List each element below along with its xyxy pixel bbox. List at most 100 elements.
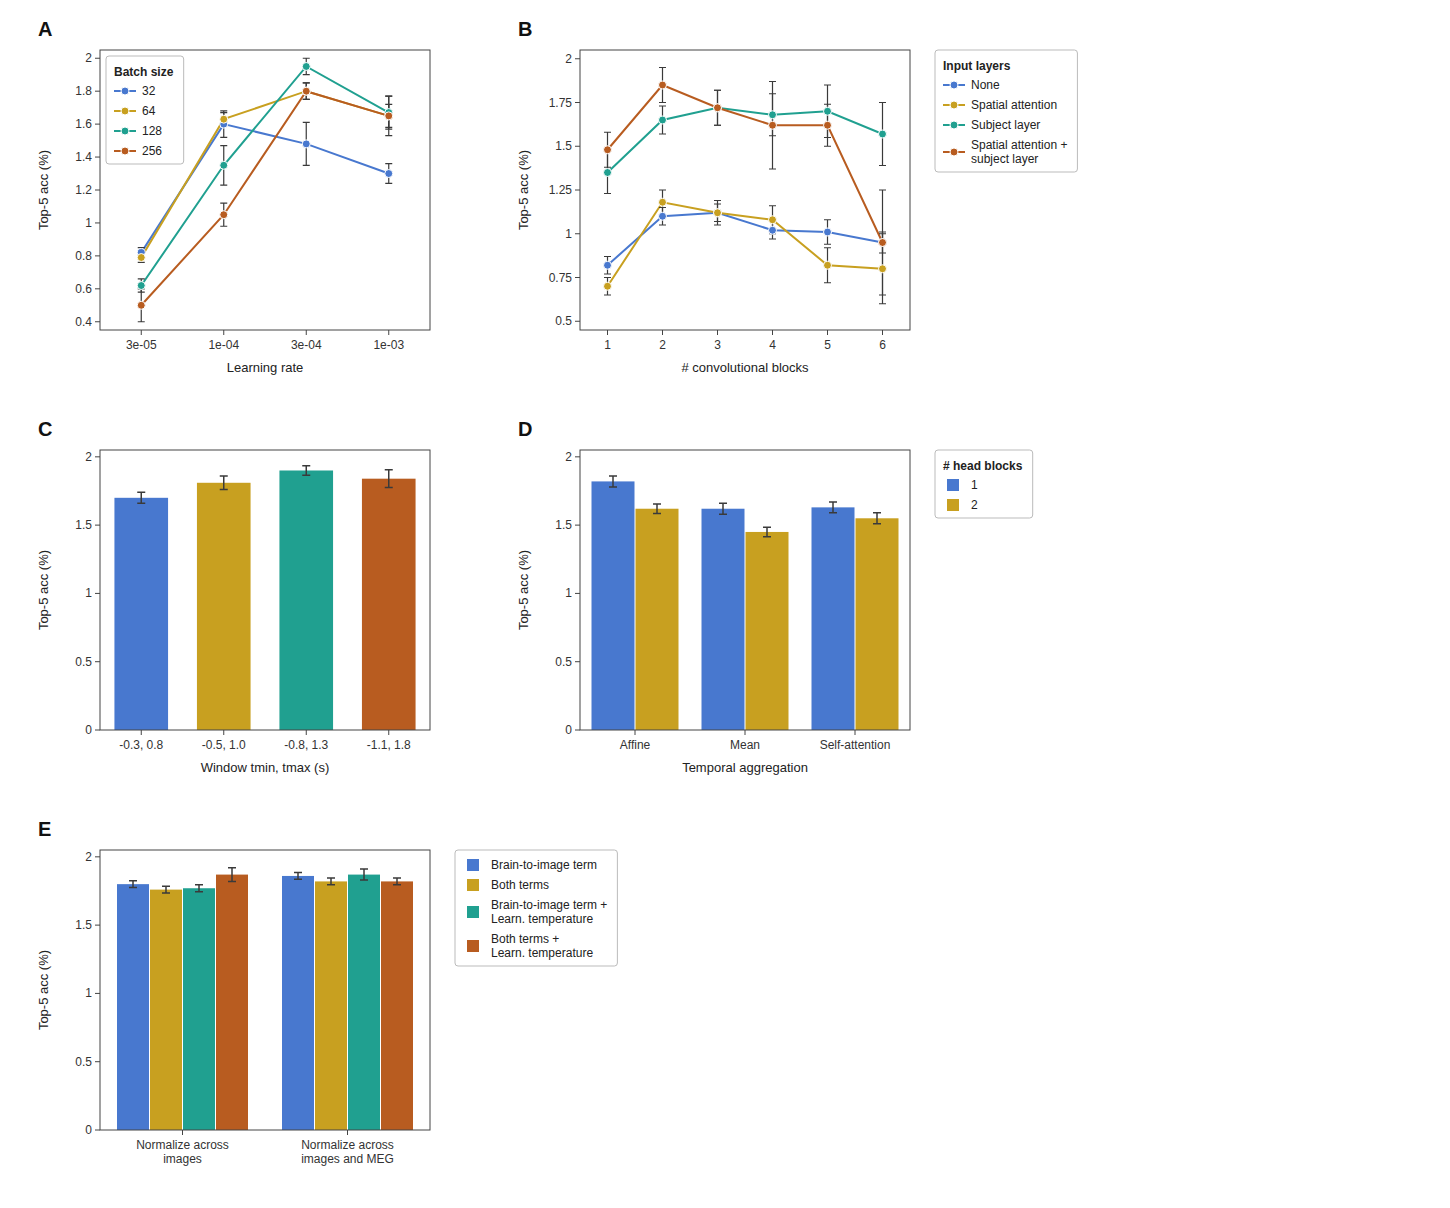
error-bar — [303, 83, 310, 99]
y-tick-label: 0.75 — [549, 271, 573, 285]
error-bar — [195, 885, 203, 892]
y-tick-label: 1 — [565, 227, 572, 241]
x-axis-label: Temporal aggregation — [682, 760, 808, 775]
legend-symbol — [950, 101, 958, 109]
text-line: 64 — [142, 104, 156, 118]
y-tick — [575, 146, 580, 147]
legend-label: Spatial attention — [971, 98, 1057, 112]
y-tick-label: 1.6 — [75, 117, 92, 131]
text-line: Self-attention — [820, 738, 891, 752]
y-tick-label: 2 — [85, 850, 92, 864]
legend-symbol — [467, 879, 479, 891]
y-tick — [95, 157, 100, 158]
y-tick-label: 0 — [565, 723, 572, 737]
x-tick — [827, 330, 828, 335]
bar — [592, 481, 635, 730]
y-tick — [95, 525, 100, 526]
plot-frame — [100, 450, 430, 730]
text-line: Learn. temperature — [491, 946, 593, 960]
y-tick — [95, 222, 100, 223]
error-bar — [220, 476, 228, 490]
panel-title: D — [518, 418, 532, 440]
y-tick — [95, 321, 100, 322]
legend-box — [455, 850, 617, 966]
error-bar — [879, 103, 886, 166]
x-tick-label: 4 — [769, 338, 776, 352]
x-tick — [141, 730, 142, 735]
text-line: 2 — [971, 498, 978, 512]
text-line: 1e-03 — [373, 338, 404, 352]
point — [769, 226, 777, 234]
legend-label: 128 — [142, 124, 162, 138]
legend-label: Both terms — [491, 878, 549, 892]
x-tick-label: Normalize acrossimages and MEG — [301, 1138, 394, 1166]
y-tick-label: 1.5 — [555, 518, 572, 532]
bar — [150, 890, 182, 1130]
error-bar — [385, 470, 393, 488]
legend-symbol — [950, 121, 958, 129]
point — [385, 170, 393, 178]
x-axis-label: # convolutional blocks — [681, 360, 809, 375]
bar — [812, 507, 855, 730]
error-bar — [609, 476, 617, 487]
legend-label: 64 — [142, 104, 156, 118]
error-bar — [604, 257, 611, 275]
bar — [856, 518, 899, 730]
error-bar — [220, 111, 227, 137]
legend-title: Batch size — [114, 65, 174, 79]
point — [714, 104, 722, 112]
error-bar — [714, 90, 721, 125]
legend: Input layersNoneSpatial attentionSubject… — [935, 50, 1077, 172]
legend-label: 2 — [971, 498, 978, 512]
y-tick-label: 2 — [565, 52, 572, 66]
y-tick — [95, 255, 100, 256]
plot-area — [604, 68, 887, 304]
bar — [279, 470, 333, 730]
point — [659, 212, 667, 220]
x-tick — [306, 730, 307, 735]
text-line: Spatial attention — [971, 98, 1057, 112]
point — [220, 211, 228, 219]
y-tick-label: 0.5 — [555, 314, 572, 328]
legend-symbol — [467, 859, 479, 871]
x-tick — [882, 330, 883, 335]
error-bar — [303, 83, 310, 99]
x-tick-label: 2 — [659, 338, 666, 352]
y-tick — [95, 91, 100, 92]
point — [604, 261, 612, 269]
error-bar — [138, 289, 145, 322]
y-tick-label: 2 — [85, 51, 92, 65]
y-tick — [95, 456, 100, 457]
error-bar — [653, 504, 661, 514]
point — [137, 254, 145, 262]
y-tick — [575, 190, 580, 191]
y-tick-label: 0.4 — [75, 315, 92, 329]
point — [714, 104, 722, 112]
y-tick — [575, 102, 580, 103]
x-tick-label: 1 — [604, 338, 611, 352]
legend-symbol — [950, 81, 958, 89]
text-line: Normalize across — [136, 1138, 229, 1152]
text-line: Mean — [730, 738, 760, 752]
error-bar — [385, 104, 392, 127]
y-tick-label: 2 — [565, 450, 572, 464]
error-bar — [302, 466, 310, 476]
bar — [197, 483, 251, 730]
plot-frame — [100, 50, 430, 330]
y-tick — [575, 456, 580, 457]
legend-title: Input layers — [943, 59, 1011, 73]
legend-symbol — [121, 107, 129, 115]
y-tick — [575, 525, 580, 526]
y-tick-label: 0.6 — [75, 282, 92, 296]
x-tick — [607, 330, 608, 335]
error-bar — [824, 248, 831, 283]
error-bar — [873, 513, 881, 524]
plot-frame — [580, 450, 910, 730]
point — [659, 198, 667, 206]
y-tick-label: 1 — [85, 586, 92, 600]
legend-symbol — [467, 906, 479, 918]
text-line: 128 — [142, 124, 162, 138]
bar — [348, 875, 380, 1130]
y-axis-label: Top-5 acc (%) — [36, 950, 51, 1030]
panel: 0.40.60.811.21.41.61.823e-051e-043e-041e… — [36, 18, 430, 375]
